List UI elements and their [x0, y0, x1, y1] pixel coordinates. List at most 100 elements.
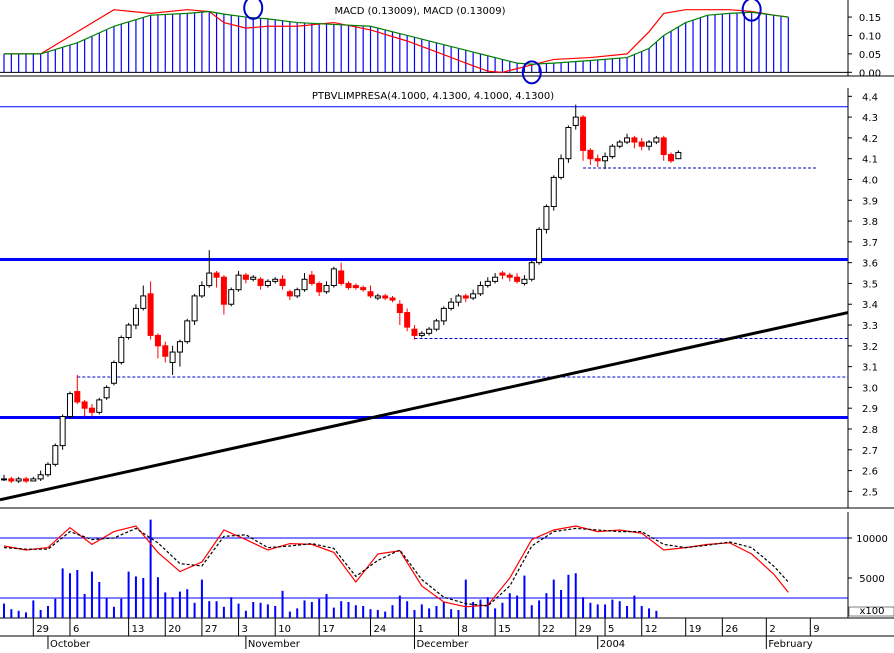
- x-month-label: October: [50, 639, 91, 649]
- price-candle-body: [272, 278, 279, 282]
- price-candle-body: [675, 151, 682, 160]
- x-day-tick-label: 26: [725, 624, 738, 635]
- price-y-tick-label: 2.7: [862, 446, 878, 457]
- stoch-y-tick-label: 10000: [856, 534, 888, 545]
- price-candle-body: [330, 268, 337, 287]
- price-candle-body: [543, 206, 550, 230]
- price-trend-line: [0, 311, 849, 502]
- x-day-tick-label: 29: [36, 624, 49, 635]
- x-day-tick-label: 10: [278, 624, 291, 635]
- macd-y-tick-label: 0.05: [859, 50, 881, 61]
- volume-unit-label: x100: [859, 606, 884, 617]
- price-y-tick-label: 4.4: [862, 92, 878, 103]
- stochastic-volume-panel: 10000 5000 x100: [0, 512, 894, 619]
- price-candle-body: [257, 278, 264, 287]
- price-candle-body: [294, 289, 301, 297]
- price-candle-body: [396, 303, 403, 314]
- price-candle-body: [235, 274, 242, 291]
- price-candle-body: [37, 474, 44, 480]
- price-candle-body: [140, 295, 147, 309]
- x-day-tick-label: 27: [205, 624, 218, 635]
- price-candle-body: [514, 276, 521, 282]
- price-candle-body: [506, 274, 513, 278]
- price-candle-body: [470, 293, 477, 299]
- price-y-tick-label: 4.1: [862, 155, 878, 166]
- price-y-tick-label: 2.6: [862, 467, 878, 478]
- x-day-tick-label: 9: [813, 624, 819, 635]
- x-day-tick-label: 20: [168, 624, 181, 635]
- price-y-tick-label: 2.5: [862, 487, 878, 498]
- price-candle-body: [360, 287, 367, 291]
- price-y-tick-label: 3.5: [862, 279, 878, 290]
- x-day-tick-label: 24: [374, 624, 387, 635]
- price-candle-body: [242, 274, 249, 280]
- price-candle-body: [594, 158, 601, 162]
- price-y-tick-label: 4.2: [862, 134, 878, 145]
- price-title: PTBVLIMPRESA(4.1000, 4.1300, 4.1000, 4.1…: [312, 91, 554, 102]
- x-day-tick-label: 12: [645, 624, 658, 635]
- price-candle-body: [228, 289, 235, 305]
- macd-series-line-1: [4, 10, 789, 65]
- price-candle-body: [22, 478, 29, 482]
- price-candle-body: [631, 137, 638, 143]
- price-candle-body: [30, 478, 37, 482]
- x-day-tick-label: 2: [769, 624, 775, 635]
- price-candle-body: [191, 295, 198, 322]
- price-candle-body: [367, 291, 374, 297]
- price-candle-body: [213, 272, 220, 278]
- price-candle-body: [220, 276, 227, 305]
- x-month-label: February: [768, 639, 812, 649]
- time-axis: 29 6 13 20 27 3 10 17 24 1 8 15 22 29 5 12 19 26 2 9October…: [0, 618, 894, 650]
- price-candle-body: [404, 312, 411, 328]
- x-day-tick-label: 15: [498, 624, 511, 635]
- x-day-tick-label: 19: [689, 624, 702, 635]
- macd-title: MACD (0.13009), MACD (0.13009): [335, 6, 506, 17]
- price-panel: PTBVLIMPRESA(4.1000, 4.1300, 4.1000, 4.1…: [0, 88, 894, 509]
- price-candle-body: [176, 341, 183, 353]
- price-candle-body: [638, 141, 645, 147]
- price-y-tick-label: 4.0: [862, 175, 878, 186]
- price-candle-body: [8, 478, 15, 482]
- price-candle-body: [264, 280, 271, 287]
- price-candle-body: [653, 137, 660, 143]
- price-candle-body: [433, 320, 440, 330]
- price-candle-body: [52, 445, 59, 465]
- price-candle-body: [374, 295, 381, 299]
- price-candle-body: [411, 328, 418, 336]
- price-candle-body: [492, 276, 499, 282]
- price-candle-body: [110, 361, 117, 384]
- price-candle-body: [250, 276, 257, 280]
- x-day-tick-label: 5: [608, 624, 614, 635]
- price-candle-body: [154, 334, 161, 347]
- price-candle-body: [147, 293, 154, 336]
- price-candle-body: [528, 262, 535, 280]
- price-candle-body: [462, 295, 469, 299]
- x-day-tick-label: 22: [542, 624, 555, 635]
- price-candle-body: [609, 145, 616, 158]
- x-day-tick-label: 13: [132, 624, 145, 635]
- price-candle-body: [499, 272, 506, 276]
- price-candle-body: [389, 297, 396, 301]
- price-candle-body: [448, 301, 455, 309]
- price-candle-body: [382, 295, 389, 299]
- price-candle-body: [316, 282, 323, 293]
- price-candle-body: [15, 478, 22, 482]
- price-candle-body: [477, 285, 484, 295]
- price-candle-body: [96, 399, 103, 413]
- price-candle-body: [668, 154, 675, 162]
- macd-y-tick-label: 0.15: [859, 13, 881, 24]
- price-y-tick-label: 3.1: [862, 363, 878, 374]
- price-candle-body: [660, 137, 667, 156]
- macd-annotation-circle: [741, 0, 762, 22]
- price-candle-body: [286, 291, 293, 297]
- price-y-tick-label: 3.7: [862, 238, 878, 249]
- price-candle-body: [484, 280, 491, 287]
- price-candle-body: [646, 141, 653, 147]
- price-candle-body: [521, 278, 528, 284]
- price-candle-body: [426, 328, 433, 334]
- price-candle-body: [301, 278, 308, 291]
- price-candle-body: [352, 285, 359, 289]
- price-candle-body: [279, 278, 286, 287]
- macd-y-tick-label: 0.00: [859, 68, 881, 79]
